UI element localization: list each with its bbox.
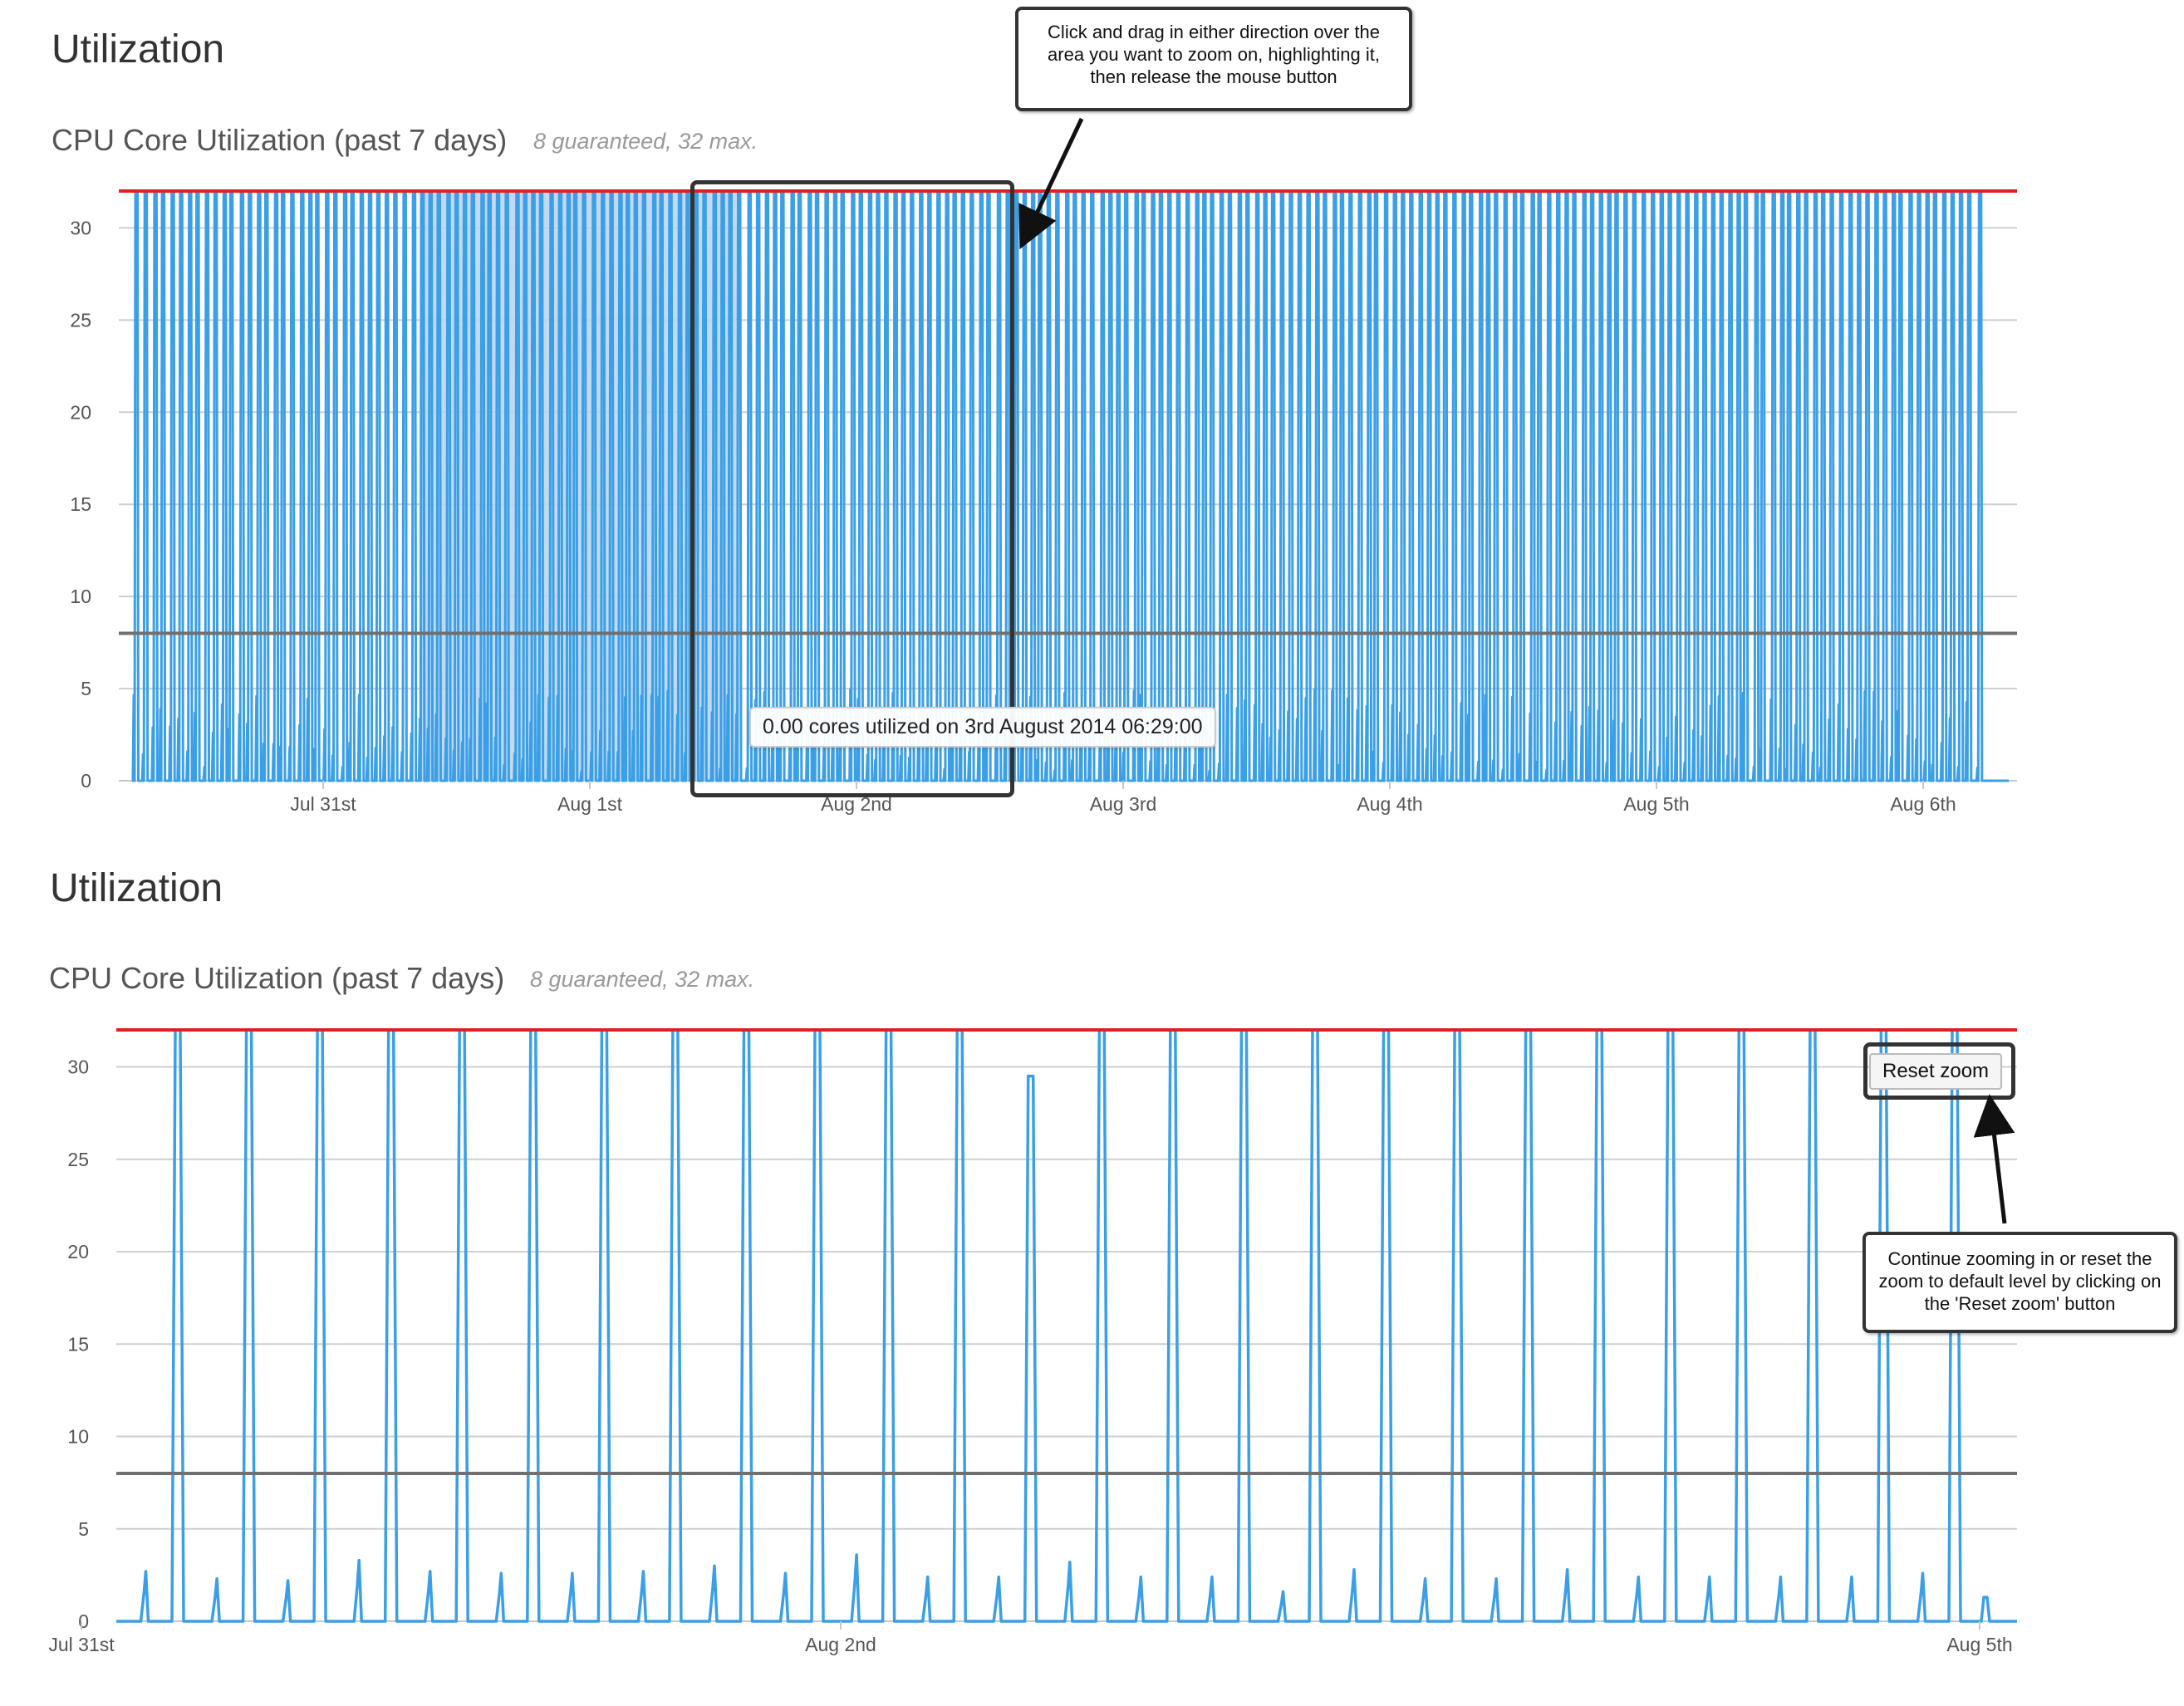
reset-zoom-highlight-box xyxy=(1863,1042,2015,1100)
y-tick-label: 10 xyxy=(70,586,91,607)
y-tick-label: 0 xyxy=(78,1610,89,1632)
y-tick-label: 30 xyxy=(67,1056,89,1078)
y-tick-label: 25 xyxy=(67,1149,89,1170)
bottom-chart-subtitle: 8 guaranteed, 32 max. xyxy=(530,967,755,992)
x-tick-label: Aug 3rd xyxy=(1090,793,1157,815)
x-tick-label: Aug 5th xyxy=(1946,1634,2012,1655)
y-tick-label: 10 xyxy=(67,1426,89,1448)
zoom-instructions-callout: Click and drag in either direction over … xyxy=(1015,7,1412,111)
cpu-series-line xyxy=(131,189,2009,782)
y-tick-label: 5 xyxy=(78,1518,89,1540)
y-tick-label: 20 xyxy=(70,401,91,423)
y-tick-label: 15 xyxy=(67,1333,89,1355)
y-tick-label: 20 xyxy=(67,1241,89,1262)
reset-zoom-button[interactable]: Reset zoom xyxy=(1869,1053,2003,1090)
y-tick-label: 5 xyxy=(81,678,91,699)
bottom-section-title: Utilization xyxy=(50,866,223,910)
y-tick-label: 15 xyxy=(70,493,91,515)
reset-zoom-instructions-callout: Continue zooming in or reset the zoom to… xyxy=(1863,1232,2177,1333)
x-tick-label: Aug 4th xyxy=(1357,793,1422,815)
bottom-chart-title: CPU Core Utilization (past 7 days) xyxy=(49,961,505,995)
y-tick-label: 25 xyxy=(70,309,91,331)
x-tick-label: Aug 5th xyxy=(1623,793,1689,815)
top-section-title: Utilization xyxy=(52,27,225,71)
x-tick-label: Aug 6th xyxy=(1890,793,1956,815)
cpu-series-line xyxy=(116,1028,2017,1623)
x-tick-label: Aug 1st xyxy=(557,793,623,815)
top-chart-subtitle: 8 guaranteed, 32 max. xyxy=(533,129,758,154)
x-tick-label: Jul 31st xyxy=(290,793,356,815)
top-chart-title: CPU Core Utilization (past 7 days) xyxy=(52,123,508,157)
x-tick-label: Jul 31st xyxy=(48,1634,115,1655)
y-tick-label: 30 xyxy=(70,217,91,238)
x-tick-label: Aug 2nd xyxy=(805,1634,876,1655)
zoom-selection-highlight-box xyxy=(690,180,1014,797)
y-tick-label: 0 xyxy=(81,770,91,792)
data-point-tooltip: 0.00 cores utilized on 3rd August 2014 0… xyxy=(749,707,1216,748)
